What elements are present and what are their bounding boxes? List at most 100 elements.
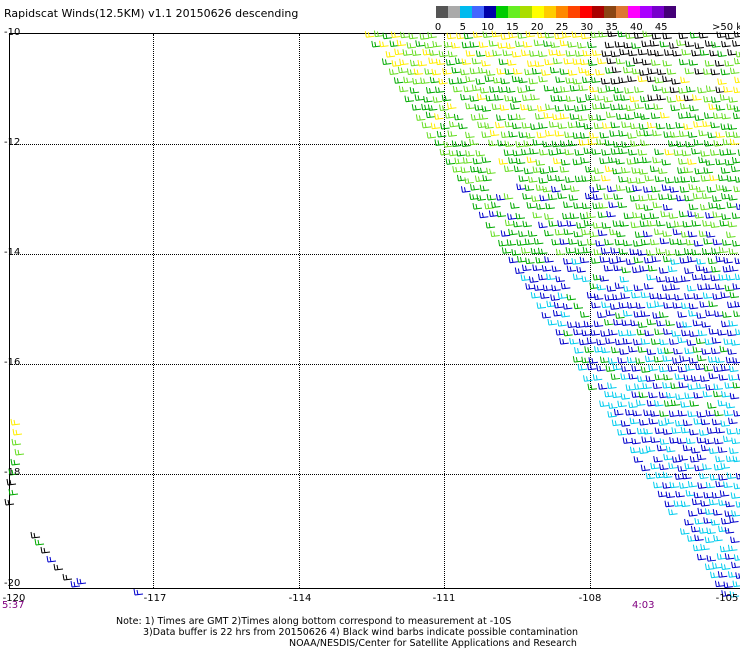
wind-barb: [721, 590, 731, 597]
wind-barb: [46, 555, 57, 563]
wind-barb: [603, 193, 614, 200]
wind-barb: [590, 329, 600, 336]
wind-barb: [614, 282, 625, 290]
wind-barb: [662, 75, 672, 83]
wind-barb: [458, 122, 468, 130]
wind-barb: [476, 194, 486, 201]
wind-barb: [726, 472, 737, 479]
wind-barb: [678, 210, 689, 218]
wind-barb: [393, 77, 404, 84]
wind-barb: [605, 337, 615, 345]
wind-barb: [701, 248, 712, 255]
wind-barb: [663, 302, 673, 309]
wind-barb: [711, 265, 721, 273]
wind-barb: [379, 40, 389, 48]
wind-barb: [573, 105, 584, 112]
wind-barb: [720, 291, 730, 299]
wind-barb: [699, 375, 710, 382]
wind-barb: [613, 408, 624, 416]
wind-barb: [601, 222, 612, 229]
wind-barb: [508, 228, 518, 236]
wind-barb: [528, 77, 539, 85]
wind-barb: [660, 111, 670, 119]
wind-barb: [652, 201, 663, 209]
wind-barb: [620, 166, 631, 174]
wind-barb: [723, 409, 734, 417]
wind-barb: [682, 472, 692, 480]
wind-barb: [680, 500, 691, 508]
colorbar-tick-label: 0: [434, 22, 442, 33]
wind-barb: [520, 274, 531, 281]
colorbar-tick-label: 15: [506, 22, 519, 33]
wind-barb: [527, 60, 537, 67]
wind-barb: [481, 105, 492, 112]
wind-barb: [485, 221, 496, 229]
wind-barb: [568, 194, 579, 201]
wind-barb: [732, 580, 740, 588]
wind-barb: [694, 212, 704, 219]
wind-barb: [669, 437, 679, 444]
wind-barb: [560, 310, 571, 318]
wind-barb: [498, 58, 509, 66]
wind-barb: [588, 357, 598, 364]
wind-barb: [593, 122, 604, 130]
wind-barb: [731, 437, 740, 445]
time-label-left: 5:37: [2, 600, 25, 611]
wind-barb: [490, 201, 501, 209]
wind-barb: [567, 69, 578, 76]
wind-barb: [671, 427, 681, 434]
wind-barb: [680, 275, 691, 283]
wind-barb: [702, 292, 713, 299]
wind-barb: [633, 456, 644, 463]
gridline-lat: [10, 364, 740, 365]
wind-barb: [712, 562, 722, 569]
wind-barb: [728, 194, 738, 201]
wind-barb: [572, 356, 583, 363]
wind-barb: [567, 121, 578, 129]
wind-barb: [518, 175, 529, 182]
colorbar-labels: 0 5 10 15 20 25 30 35 40 45: [434, 22, 736, 36]
wind-barb: [441, 94, 452, 102]
wind-barb: [696, 436, 707, 444]
wind-barb: [557, 292, 568, 299]
wind-barb: [538, 75, 548, 83]
wind-barb: [646, 121, 657, 129]
wind-barb: [541, 265, 552, 272]
wind-barb: [731, 239, 740, 247]
wind-barb: [729, 291, 740, 299]
wind-barb: [490, 230, 500, 238]
wind-barb: [511, 75, 522, 83]
wind-barb: [397, 66, 408, 74]
wind-barb: [608, 328, 618, 336]
wind-barb: [733, 310, 740, 318]
gridline-lon: [590, 34, 591, 588]
wind-barb: [689, 400, 699, 407]
wind-barb: [427, 104, 438, 111]
wind-barb: [645, 472, 656, 480]
wind-barb: [576, 266, 586, 273]
wind-barb: [464, 177, 474, 184]
wind-barb: [515, 157, 526, 165]
wind-barb: [643, 204, 654, 211]
wind-barb: [597, 86, 607, 94]
wind-barb: [662, 428, 673, 435]
wind-barb: [565, 247, 576, 254]
wind-barb: [672, 228, 683, 236]
wind-barb: [698, 527, 709, 534]
wind-barb: [725, 274, 736, 281]
wind-barb: [408, 32, 418, 40]
wind-barb: [589, 186, 599, 193]
wind-barb: [478, 113, 489, 120]
colorbar-swatch: [568, 6, 580, 18]
wind-barb: [721, 239, 732, 246]
wind-barb: [662, 482, 672, 489]
wind-barb: [668, 212, 679, 219]
wind-barb: [601, 122, 612, 129]
wind-barb: [669, 186, 679, 193]
wind-barb: [542, 140, 552, 148]
wind-barb: [668, 508, 678, 516]
wind-barb: [443, 140, 453, 148]
wind-barb: [498, 158, 509, 165]
wind-barb: [734, 76, 740, 84]
wind-barb: [665, 122, 676, 130]
